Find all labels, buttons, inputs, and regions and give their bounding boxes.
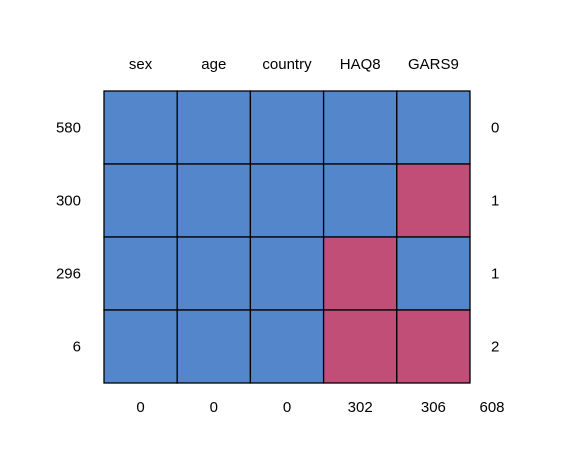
observed-cell (103, 236, 178, 311)
row-count-label: 300 (56, 193, 81, 210)
missing-per-row-label: 1 (491, 193, 499, 210)
total-missing-label: 608 (479, 399, 504, 416)
observed-cell (396, 90, 471, 165)
missing-per-column-label: 302 (348, 399, 373, 416)
column-label: country (262, 56, 312, 73)
missing-per-row-label: 2 (491, 339, 499, 356)
observed-cell (249, 236, 325, 311)
missing-per-column-label: 306 (421, 399, 446, 416)
missing-cell (396, 309, 471, 384)
missing-per-row-labels: 0 1 1 2 (491, 120, 499, 356)
missing-per-column-label: 0 (136, 399, 144, 416)
column-labels: sex age country HAQ8 GARS9 (129, 56, 459, 73)
missing-per-column-label: 0 (283, 399, 291, 416)
observed-cell (176, 163, 252, 238)
observed-cell (249, 309, 325, 384)
missing-per-row-label: 0 (491, 120, 499, 137)
pattern-grid (103, 90, 471, 384)
observed-cell (176, 236, 252, 311)
missing-cell (322, 236, 398, 311)
observed-cell (249, 163, 325, 238)
observed-cell (103, 90, 178, 165)
column-label: HAQ8 (340, 56, 381, 73)
observed-cell (103, 309, 178, 384)
observed-cell (322, 163, 398, 238)
observed-cell (396, 236, 471, 311)
column-label: GARS9 (408, 56, 459, 73)
missing-cell (322, 309, 398, 384)
observed-cell (249, 90, 325, 165)
row-count-label: 6 (73, 339, 81, 356)
missing-per-row-label: 1 (491, 266, 499, 283)
row-count-labels: 580 300 296 6 (56, 120, 81, 356)
missing-per-column-label: 0 (210, 399, 218, 416)
missing-per-column-labels: 0 0 0 302 306 608 (136, 399, 504, 416)
observed-cell (103, 163, 178, 238)
row-count-label: 296 (56, 266, 81, 283)
observed-cell (322, 90, 398, 165)
observed-cell (176, 309, 252, 384)
column-label: age (201, 56, 226, 73)
column-label: sex (129, 56, 153, 73)
missing-cell (396, 163, 471, 238)
observed-cell (176, 90, 252, 165)
row-count-label: 580 (56, 120, 81, 137)
